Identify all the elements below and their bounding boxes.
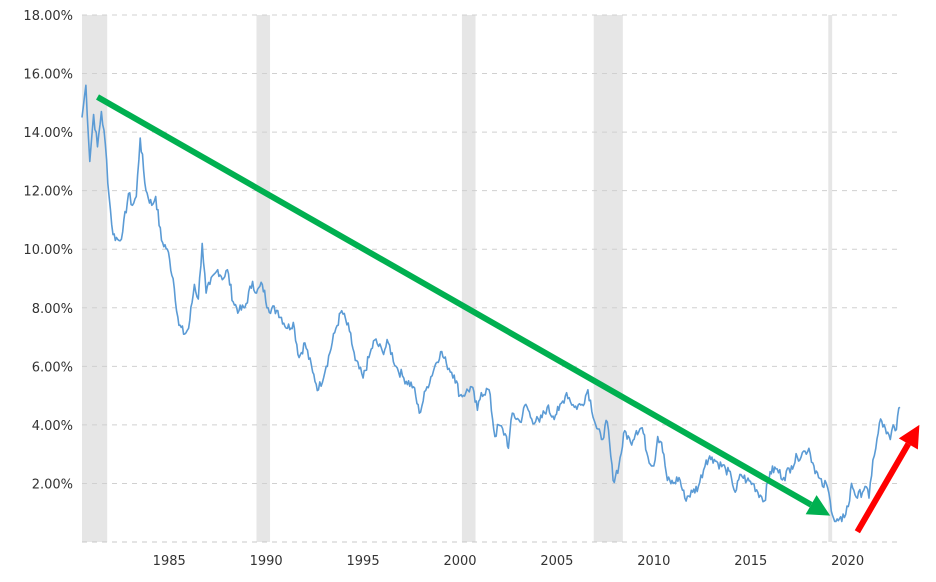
x-tick-label: 1995 (347, 554, 380, 569)
uptrend-arrow-shaft (854, 442, 911, 534)
y-tick-label: 8.00% (32, 302, 73, 317)
recession-band (461, 15, 476, 542)
x-axis-tick-labels: 1985 1990 1995 2000 2005 2010 2015 2020 (153, 554, 865, 569)
y-tick-label: 6.00% (32, 360, 73, 375)
x-tick-label: 2000 (443, 554, 476, 569)
y-tick-label: 14.00% (23, 126, 73, 141)
y-axis-tick-labels: 2.00% 4.00% 6.00% 8.00% 10.00% 12.00% 14.00% 16… (23, 9, 73, 492)
recession-band (256, 15, 271, 542)
downtrend-arrow-shaft (96, 94, 813, 508)
yield-series-line (81, 84, 901, 523)
uptrend-arrow (854, 424, 920, 534)
y-tick-label: 12.00% (23, 185, 73, 200)
x-tick-label: 2015 (734, 554, 767, 569)
annotation-arrows (96, 94, 920, 534)
gridlines (82, 14, 897, 543)
recession-band (593, 15, 623, 542)
x-tick-label: 2020 (831, 554, 864, 569)
downtrend-arrow-head (805, 495, 831, 516)
x-tick-label: 1990 (250, 554, 283, 569)
y-tick-label: 2.00% (32, 477, 73, 492)
y-tick-label: 10.00% (23, 243, 73, 258)
x-tick-label: 2005 (540, 554, 573, 569)
uptrend-arrow-head (898, 424, 920, 450)
y-tick-label: 4.00% (32, 419, 73, 434)
downtrend-arrow (96, 94, 831, 516)
x-tick-label: 2010 (637, 554, 670, 569)
recession-band (828, 15, 833, 542)
y-tick-label: 18.00% (23, 9, 73, 24)
x-tick-label: 1985 (153, 554, 186, 569)
series-layer (81, 84, 901, 523)
y-tick-label: 16.00% (23, 68, 73, 83)
